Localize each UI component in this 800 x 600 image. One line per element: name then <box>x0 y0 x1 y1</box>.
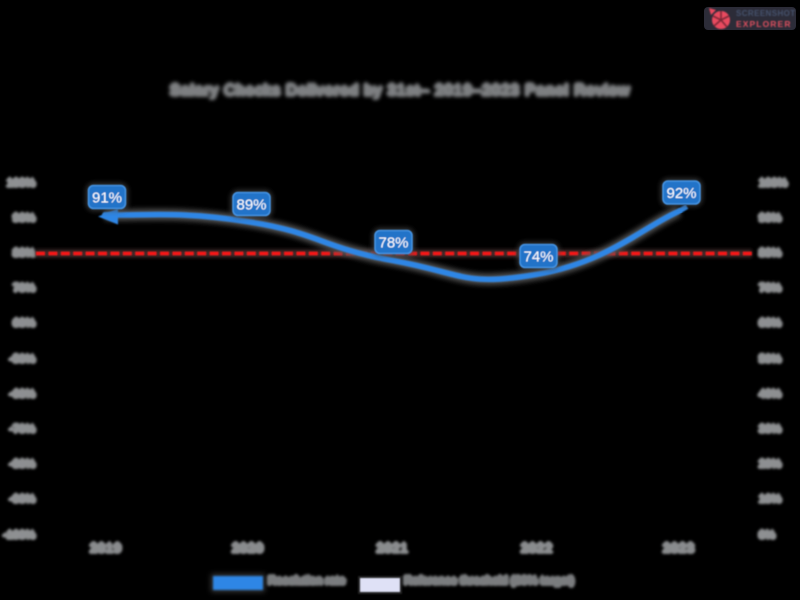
svg-text:91%: 91% <box>92 190 122 207</box>
svg-text:74%: 74% <box>523 249 553 266</box>
svg-text:89%: 89% <box>236 197 266 214</box>
svg-text:92%: 92% <box>666 185 696 202</box>
svg-text:78%: 78% <box>378 235 408 252</box>
